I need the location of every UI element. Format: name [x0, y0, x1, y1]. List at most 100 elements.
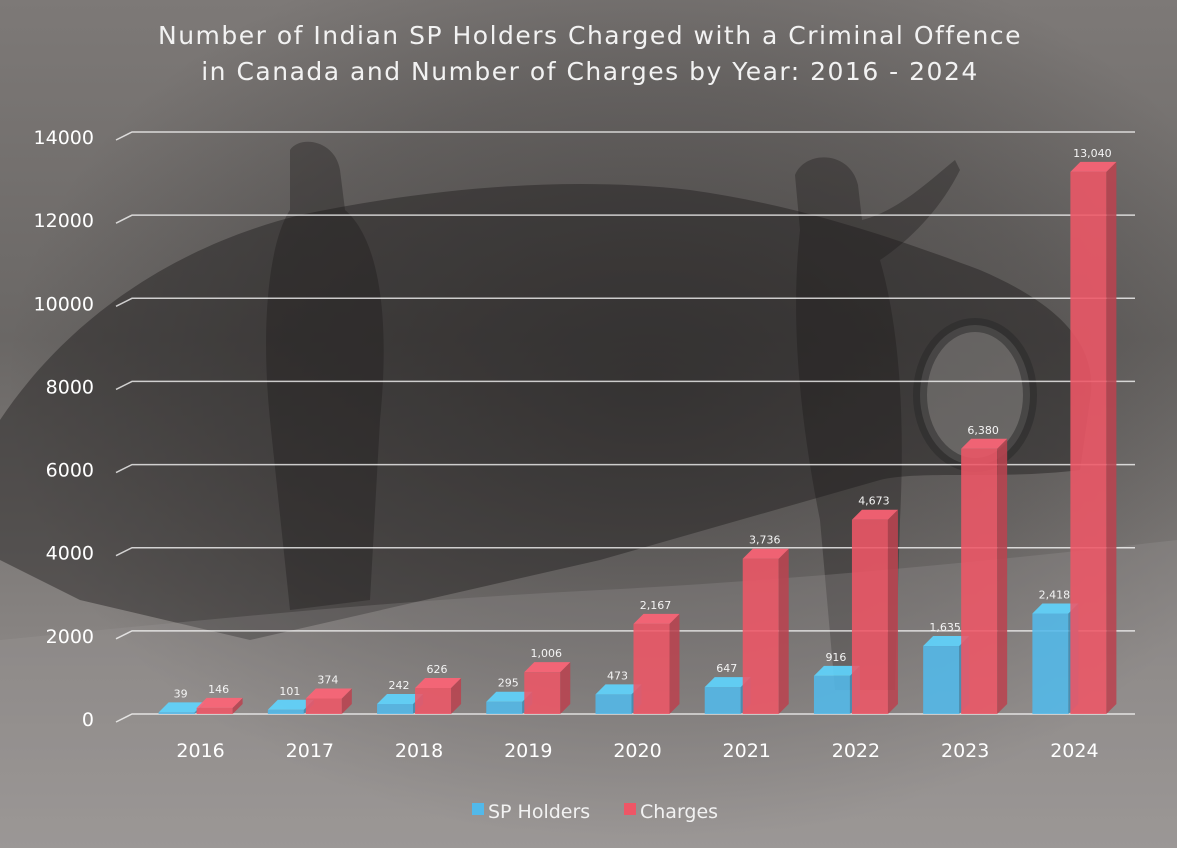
legend-swatch-sp-holders	[472, 803, 484, 815]
legend-label-charges: Charges	[640, 801, 718, 823]
data-label-sp-holders-2019: 295	[498, 677, 519, 690]
x-tick-label-2021: 2021	[723, 740, 771, 762]
y-tick-label: 14000	[34, 127, 94, 149]
data-label-charges-2021: 3,736	[749, 534, 781, 547]
legend-swatch-charges	[624, 803, 636, 815]
gridline-6000	[115, 463, 1135, 474]
data-label-charges-2016: 146	[208, 683, 229, 696]
gridline-14000	[115, 131, 1135, 141]
bar-front	[267, 709, 304, 714]
bar-charges-2024	[1070, 161, 1117, 714]
bar-charges-2022	[851, 509, 898, 714]
data-label-sp-holders-2016: 39	[174, 687, 188, 700]
bar-top	[196, 697, 243, 708]
bar-front	[633, 623, 670, 714]
data-label-charges-2024: 13,040	[1073, 147, 1112, 160]
x-tick-label-2020: 2020	[613, 740, 661, 762]
data-label-sp-holders-2017: 101	[279, 685, 300, 698]
bar-charges-2016	[196, 697, 243, 714]
bar-charges-2019	[524, 662, 571, 714]
bar-top	[377, 693, 424, 704]
bar-front	[415, 687, 452, 714]
bar-front	[961, 448, 998, 714]
bar-top	[633, 613, 680, 624]
x-tick-label-2019: 2019	[504, 740, 552, 762]
person-right-silhouette	[795, 157, 960, 690]
data-label-sp-holders-2020: 473	[607, 669, 628, 682]
y-axis: 0 2000 4000 6000 8000 10000 12000 14000	[34, 127, 94, 731]
person-left-silhouette	[266, 141, 384, 610]
bar-sp-holders-2024	[1032, 603, 1079, 714]
data-label-charges-2022: 4,673	[858, 495, 890, 508]
bar-side	[560, 662, 571, 714]
data-label-sp-holders-2018: 242	[389, 679, 410, 692]
data-label-charges-2017: 374	[317, 673, 338, 686]
bars: 39 146 101 374 242 626 295 1,006 473 2,167 647 3,73…	[158, 147, 1117, 714]
y-tick-label: 4000	[46, 543, 94, 565]
bar-top	[524, 662, 571, 673]
bar-top	[305, 688, 352, 699]
y-tick-label: 12000	[34, 210, 94, 232]
bar-top	[158, 702, 205, 713]
bar-top	[851, 509, 898, 520]
y-tick-label: 10000	[34, 293, 94, 315]
y-tick-label: 0	[82, 709, 94, 731]
gridline-12000	[115, 214, 1135, 224]
bar-top	[415, 677, 462, 688]
legend-label-sp-holders: SP Holders	[488, 801, 590, 823]
bar-front	[813, 675, 850, 714]
legend: SP Holders Charges	[472, 801, 718, 823]
bar-front	[486, 701, 523, 714]
data-label-sp-holders-2021: 647	[716, 662, 737, 675]
bar-top	[813, 665, 860, 676]
chart-title-line-1: Number of Indian SP Holders Charged with…	[158, 21, 1022, 50]
bar-front	[704, 687, 741, 714]
chart-title-line-2: in Canada and Number of Charges by Year:…	[201, 57, 979, 86]
bar-side	[341, 688, 352, 714]
bar-charges-2021	[742, 548, 789, 714]
bar-charges-2020	[633, 613, 680, 714]
bar-front	[305, 698, 342, 714]
bar-top	[704, 677, 751, 688]
data-label-charges-2018: 626	[427, 663, 448, 676]
bar-top	[742, 548, 789, 559]
x-axis: 2016 2017 2018 2019 2020 2021 2022 2023 2024	[176, 740, 1098, 762]
bar-front	[158, 712, 195, 714]
gridline-4000	[115, 546, 1135, 557]
bar-top	[961, 438, 1008, 449]
bar-top	[923, 636, 970, 647]
bar-side	[778, 548, 789, 714]
bar-side	[887, 509, 898, 714]
bar-side	[1106, 161, 1117, 714]
gridlines	[115, 131, 1135, 723]
data-label-charges-2023: 6,380	[967, 424, 999, 437]
data-label-sp-holders-2023: 1,635	[929, 621, 961, 634]
gridline-8000	[115, 380, 1135, 391]
data-label-sp-holders-2022: 916	[825, 651, 846, 664]
bar-front	[1070, 171, 1107, 714]
data-label-charges-2019: 1,006	[531, 647, 563, 660]
data-label-charges-2020: 2,167	[640, 599, 672, 612]
bar-top	[1032, 603, 1079, 614]
bar-side	[669, 613, 680, 714]
bar-front	[377, 703, 414, 714]
bar-front	[923, 646, 960, 714]
bar-top	[595, 684, 642, 695]
bar-charges-2017	[305, 688, 352, 714]
y-tick-label: 2000	[46, 626, 94, 648]
x-tick-label-2017: 2017	[286, 740, 334, 762]
bar-front	[196, 707, 233, 714]
gridline-10000	[115, 297, 1135, 307]
data-label-sp-holders-2024: 2,418	[1039, 588, 1071, 601]
gridline-2000	[115, 630, 1135, 640]
bar-front	[742, 558, 779, 714]
bar-front	[851, 519, 888, 714]
bar-front	[524, 672, 561, 714]
bar-front	[1032, 613, 1069, 714]
bar-top	[1070, 161, 1117, 172]
x-tick-label-2022: 2022	[832, 740, 880, 762]
y-tick-label: 6000	[46, 460, 94, 482]
bar-charges-2023	[961, 438, 1008, 714]
